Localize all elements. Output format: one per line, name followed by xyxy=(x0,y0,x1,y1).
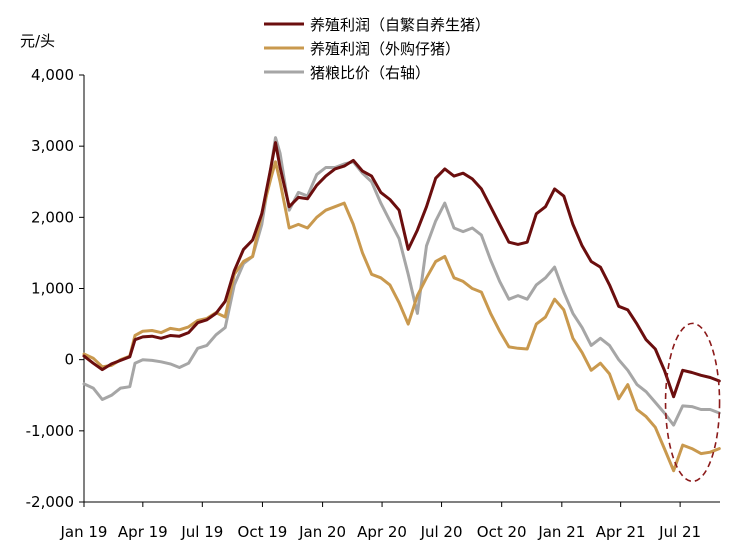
y-unit-label: 元/头 xyxy=(20,32,55,50)
legend-label-1: 养殖利润（自繁自养生猪） xyxy=(310,16,490,34)
x-tick-label: Oct 20 xyxy=(477,523,527,541)
x-tick-label: Oct 19 xyxy=(238,523,288,541)
series-lines xyxy=(82,136,721,473)
legend-label-2: 养殖利润（外购仔猪） xyxy=(310,40,460,58)
x-tick-label: Jan 21 xyxy=(537,523,585,541)
x-tick-label: Apr 19 xyxy=(118,523,168,541)
x-tick-label: Jan 20 xyxy=(298,523,346,541)
x-tick-label: Jul 19 xyxy=(180,523,223,541)
x-tick-label: Apr 21 xyxy=(596,523,646,541)
y-tick-label: 3,000 xyxy=(31,137,74,155)
y-tick-label: 2,000 xyxy=(31,208,74,226)
highlight-ellipse xyxy=(664,322,721,483)
y-tick-label: 1,000 xyxy=(31,280,74,298)
series-line-2 xyxy=(82,160,721,473)
axes: 4,000 3,000 2,000 1,000 0 -1,000 -2,000 Jan 19 A… xyxy=(26,66,720,541)
x-tick-label: Apr 20 xyxy=(357,523,407,541)
x-tick-label: Jan 19 xyxy=(60,523,108,541)
y-tick-label: 0 xyxy=(64,351,74,369)
x-tick-label: Jul 20 xyxy=(420,523,463,541)
x-tick-label: Jul 21 xyxy=(658,523,701,541)
series-line-3 xyxy=(82,136,721,427)
y-tick-label: 4,000 xyxy=(31,66,74,84)
series-line-1 xyxy=(82,141,721,399)
y-tick-label: -1,000 xyxy=(26,422,74,440)
legend-label-3: 猪粮比价（右轴） xyxy=(310,64,430,82)
legend: 养殖利润（自繁自养生猪） 养殖利润（外购仔猪） 猪粮比价（右轴） xyxy=(264,16,490,82)
y-tick-label: -2,000 xyxy=(26,493,74,511)
